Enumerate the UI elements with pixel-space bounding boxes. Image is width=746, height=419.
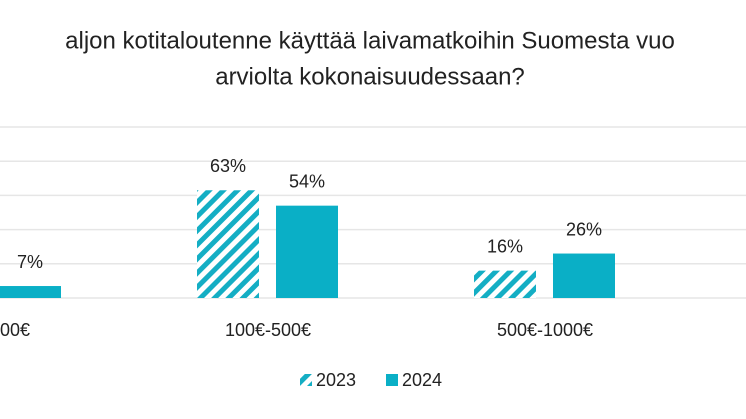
legend-swatch	[300, 374, 312, 386]
value-label: 63%	[210, 156, 246, 176]
legend-swatch	[386, 374, 398, 386]
bar	[474, 270, 536, 298]
legend-label: 2024	[402, 370, 442, 390]
value-label: 26%	[566, 219, 602, 239]
chart-title: aljon kotitaloutenne käyttää laivamatkoi…	[65, 27, 675, 54]
bar	[276, 205, 338, 298]
x-tick-label: 00€	[0, 320, 30, 340]
value-label: 16%	[487, 236, 523, 256]
x-tick-label: 500€-1000€	[497, 320, 593, 340]
bar	[553, 253, 615, 298]
legend-label: 2023	[316, 370, 356, 390]
value-label: 54%	[289, 171, 325, 191]
bar	[197, 190, 259, 298]
chart-title: arviolta kokonaisuudessaan?	[215, 63, 525, 90]
bar	[0, 286, 61, 298]
x-tick-label: 100€-500€	[225, 320, 311, 340]
value-label: 7%	[17, 252, 43, 272]
